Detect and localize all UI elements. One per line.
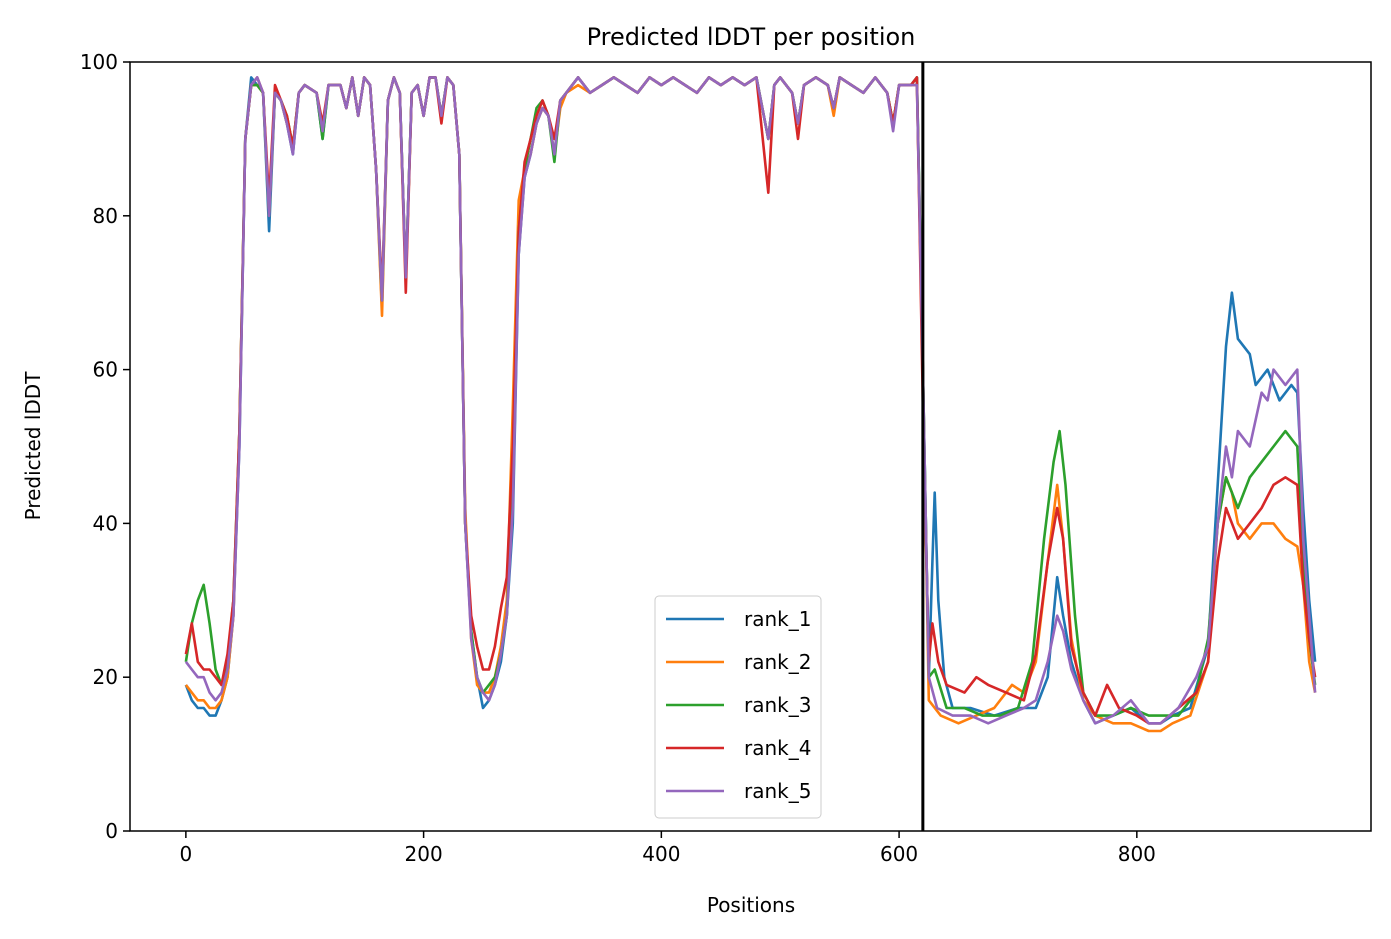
legend-label-rank_4: rank_4 [744,736,811,760]
y-tick-label: 100 [80,50,118,74]
x-tick-label: 600 [880,842,918,866]
y-axis-label: Predicted lDDT [21,371,45,521]
legend-label-rank_3: rank_3 [744,693,811,717]
y-tick-label: 0 [105,819,118,843]
y-tick-label: 20 [93,665,118,689]
x-tick-label: 200 [405,842,443,866]
x-tick-label: 0 [180,842,193,866]
x-tick-label: 800 [1118,842,1156,866]
x-axis: 0 200 400 600 800 [180,831,1156,866]
y-tick-label: 60 [93,358,118,382]
legend-label-rank_1: rank_1 [744,607,811,631]
series-layer [184,76,1317,733]
legend-label-rank_5: rank_5 [744,779,811,803]
series-line-rank_5 [184,76,1317,725]
y-tick-label: 80 [93,204,118,228]
y-tick-label: 40 [93,511,118,535]
legend: rank_1 rank_2 rank_3 rank_4 rank_5 [654,595,822,819]
legend-label-rank_2: rank_2 [744,650,811,674]
x-axis-label: Positions [707,893,795,917]
y-axis: 0 20 40 60 80 100 [80,50,130,843]
chart-title: Predicted lDDT per position [587,23,916,51]
legend-box [654,595,822,819]
x-tick-label: 400 [642,842,680,866]
